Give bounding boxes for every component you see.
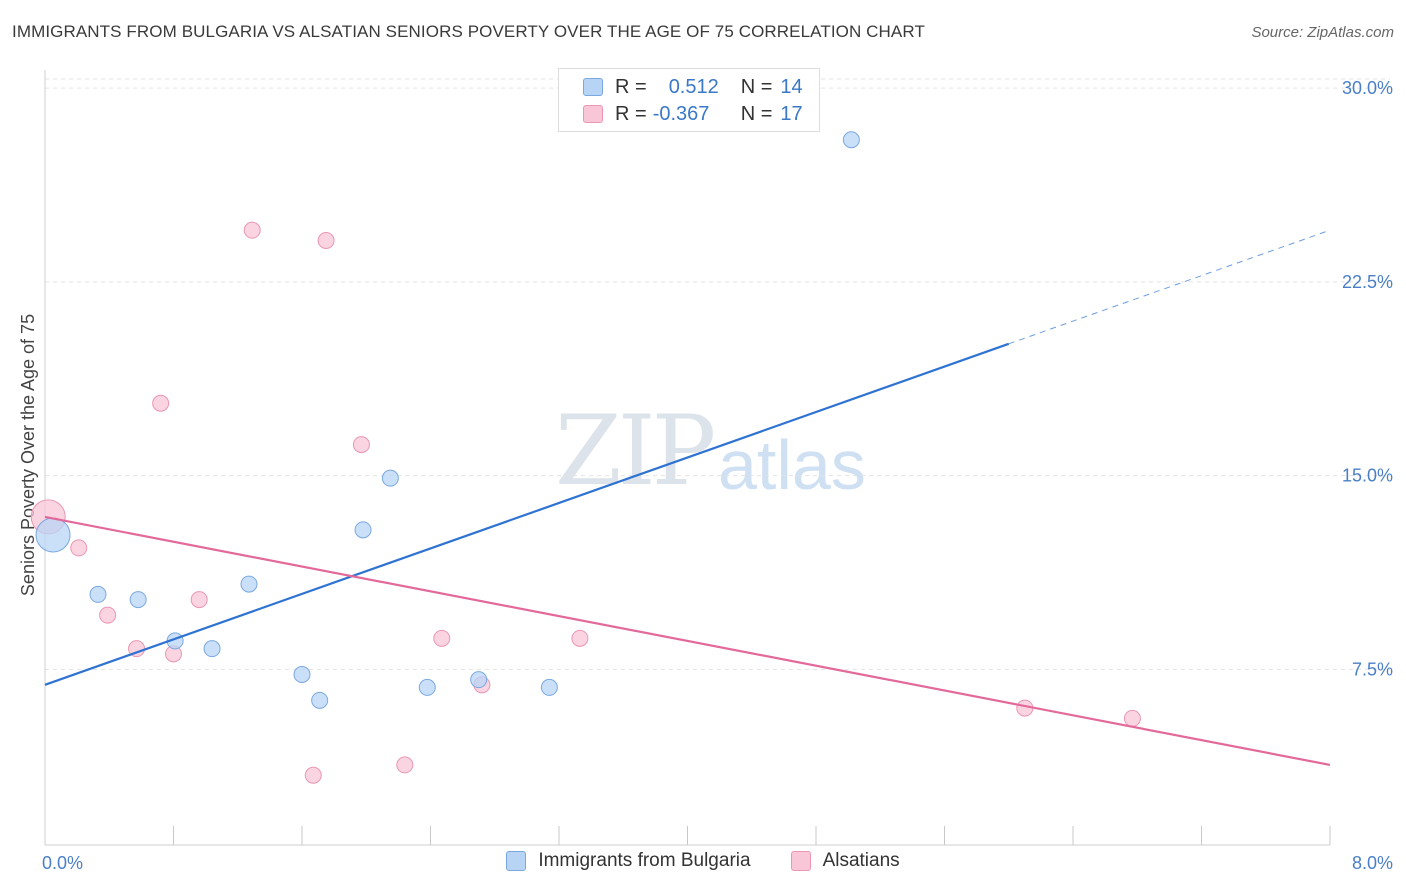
alsatians-point: [152, 394, 170, 412]
y-tick-label: 30.0%: [1342, 78, 1393, 98]
y-tick-label: 22.5%: [1342, 272, 1393, 292]
legend-label-alsatians: Alsatians: [822, 850, 900, 871]
legend-item-alsatians: Alsatians: [790, 850, 900, 872]
n-value: 17: [780, 102, 803, 125]
alsatians-point: [99, 606, 117, 624]
y-tick-label: 7.5%: [1352, 659, 1393, 679]
bulgaria-point: [293, 666, 311, 683]
series-legend: Immigrants from Bulgaria Alsatians: [0, 850, 1406, 872]
bulgaria-swatch: [583, 78, 603, 96]
alsatians-trendline: [44, 515, 1331, 766]
r-value: -0.367: [652, 102, 710, 125]
stats-legend-row-bulgaria: R = 0.512 N = 14: [583, 74, 803, 100]
source-label: Source: ZipAtlas.com: [1251, 24, 1394, 41]
bulgaria-point: [129, 591, 147, 609]
legend-label-bulgaria: Immigrants from Bulgaria: [538, 850, 751, 871]
stats-legend-row-alsatians: R = -0.367 N = 17: [583, 101, 803, 127]
alsatians-point: [317, 232, 335, 249]
stats-legend: R = 0.512 N = 14 R = -0.367 N = 17: [558, 68, 820, 132]
bulgaria-point: [381, 469, 399, 487]
r-label: R =: [615, 75, 647, 98]
watermark-zip: ZIP: [555, 395, 716, 507]
bulgaria-point: [89, 585, 107, 603]
chart-title: IMMIGRANTS FROM BULGARIA VS ALSATIAN SEN…: [12, 22, 925, 41]
alsatians-point: [1123, 709, 1141, 727]
bulgaria-point: [240, 575, 258, 593]
r-value: 0.512: [668, 75, 719, 98]
alsatians-point: [70, 539, 88, 557]
bulgaria-point: [35, 517, 71, 553]
bulgaria-point: [842, 131, 860, 149]
alsatians-point: [243, 221, 261, 239]
y-tick-label: 15.0%: [1342, 466, 1393, 486]
alsatians-point: [352, 436, 370, 454]
x-tick-label: 8.0%: [1352, 853, 1393, 873]
n-label: N =: [740, 102, 773, 125]
bulgaria-point: [203, 640, 221, 658]
n-value: 14: [780, 75, 803, 98]
n-label: N =: [740, 75, 773, 98]
y-axis-label: Seniors Poverty Over the Age of 75: [18, 314, 38, 596]
bulgaria-trendline-extension: [1008, 229, 1331, 345]
x-tick-label: 0.0%: [42, 853, 83, 873]
alsatians-legend-swatch: [790, 851, 811, 871]
alsatians-swatch: [583, 105, 603, 123]
bulgaria-point: [311, 691, 329, 709]
bulgaria-trendline: [44, 342, 1010, 686]
alsatians-point: [571, 629, 589, 647]
bulgaria-point: [418, 678, 436, 696]
bulgaria-point: [354, 521, 372, 539]
bulgaria-legend-swatch: [506, 851, 527, 871]
bulgaria-point: [470, 671, 488, 689]
alsatians-point: [190, 591, 208, 609]
legend-item-bulgaria: Immigrants from Bulgaria: [506, 850, 751, 872]
alsatians-point: [304, 766, 322, 784]
bulgaria-point: [540, 678, 558, 696]
r-label: R =: [615, 102, 647, 125]
alsatians-point: [396, 756, 414, 774]
alsatians-point: [433, 629, 451, 647]
